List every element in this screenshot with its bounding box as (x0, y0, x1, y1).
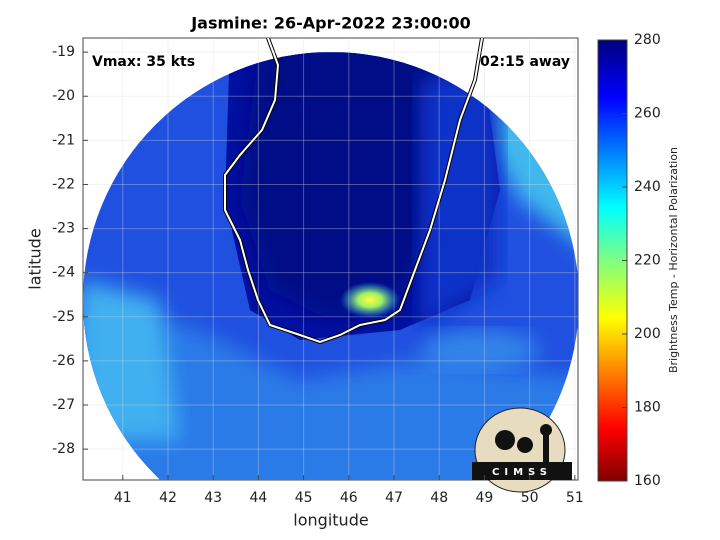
x-tick-label: 49 (476, 490, 494, 506)
y-tick-label: -20 (52, 88, 75, 104)
y-tick-label: -22 (52, 176, 75, 192)
x-tick-label: 51 (566, 490, 584, 506)
colorbar-tick-label: 260 (634, 106, 661, 122)
colorbar-tick-label: 160 (634, 473, 661, 489)
y-tick-label: -21 (52, 132, 75, 148)
y-tick-label: -26 (52, 353, 75, 369)
colorbar-tick-label: 280 (634, 32, 661, 48)
x-tick-label: 43 (204, 490, 222, 506)
y-axis-label: latitude (26, 228, 45, 289)
x-tick-label: 47 (385, 490, 403, 506)
colorbar-tick-label: 220 (634, 253, 661, 269)
x-tick-label: 46 (340, 490, 358, 506)
vmax-annotation: Vmax: 35 kts (92, 54, 195, 70)
colorbar-tick-label: 180 (634, 400, 661, 416)
colorbar-label: Brightness Temp - Horizontal Polarizatio… (667, 147, 680, 373)
y-tick-label: -23 (52, 221, 75, 237)
time-annotation: 02:15 away (480, 54, 570, 70)
chart-title: Jasmine: 26-Apr-2022 23:00:00 (190, 14, 471, 33)
x-tick-label: 42 (159, 490, 177, 506)
x-tick-label: 41 (114, 490, 132, 506)
x-tick-label: 50 (521, 490, 539, 506)
y-tick-label: -25 (52, 309, 75, 325)
cimss-logo: CIMSS (472, 407, 572, 493)
y-tick-label: -27 (52, 397, 75, 413)
logo-text: CIMSS (492, 467, 552, 478)
x-tick-label: 48 (430, 490, 448, 506)
y-tick-label: -24 (52, 265, 75, 281)
y-tick-label: -19 (52, 44, 75, 60)
x-tick-label: 45 (295, 490, 313, 506)
y-tick-label: -28 (52, 441, 75, 457)
x-axis-label: longitude (293, 511, 368, 530)
colorbar-tick-label: 200 (634, 326, 661, 342)
x-tick-label: 44 (249, 490, 267, 506)
colorbar-tick-label: 240 (634, 179, 661, 195)
